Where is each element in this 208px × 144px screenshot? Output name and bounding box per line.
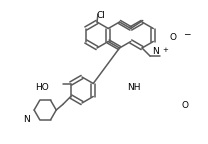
Text: O: O [170, 34, 177, 42]
Text: −: − [183, 30, 191, 38]
Text: HO: HO [35, 84, 49, 92]
Text: NH: NH [127, 84, 140, 92]
Text: N: N [152, 48, 159, 56]
Text: O: O [182, 101, 189, 109]
Text: N: N [24, 114, 30, 124]
Text: Cl: Cl [97, 11, 105, 20]
Text: +: + [162, 47, 168, 53]
